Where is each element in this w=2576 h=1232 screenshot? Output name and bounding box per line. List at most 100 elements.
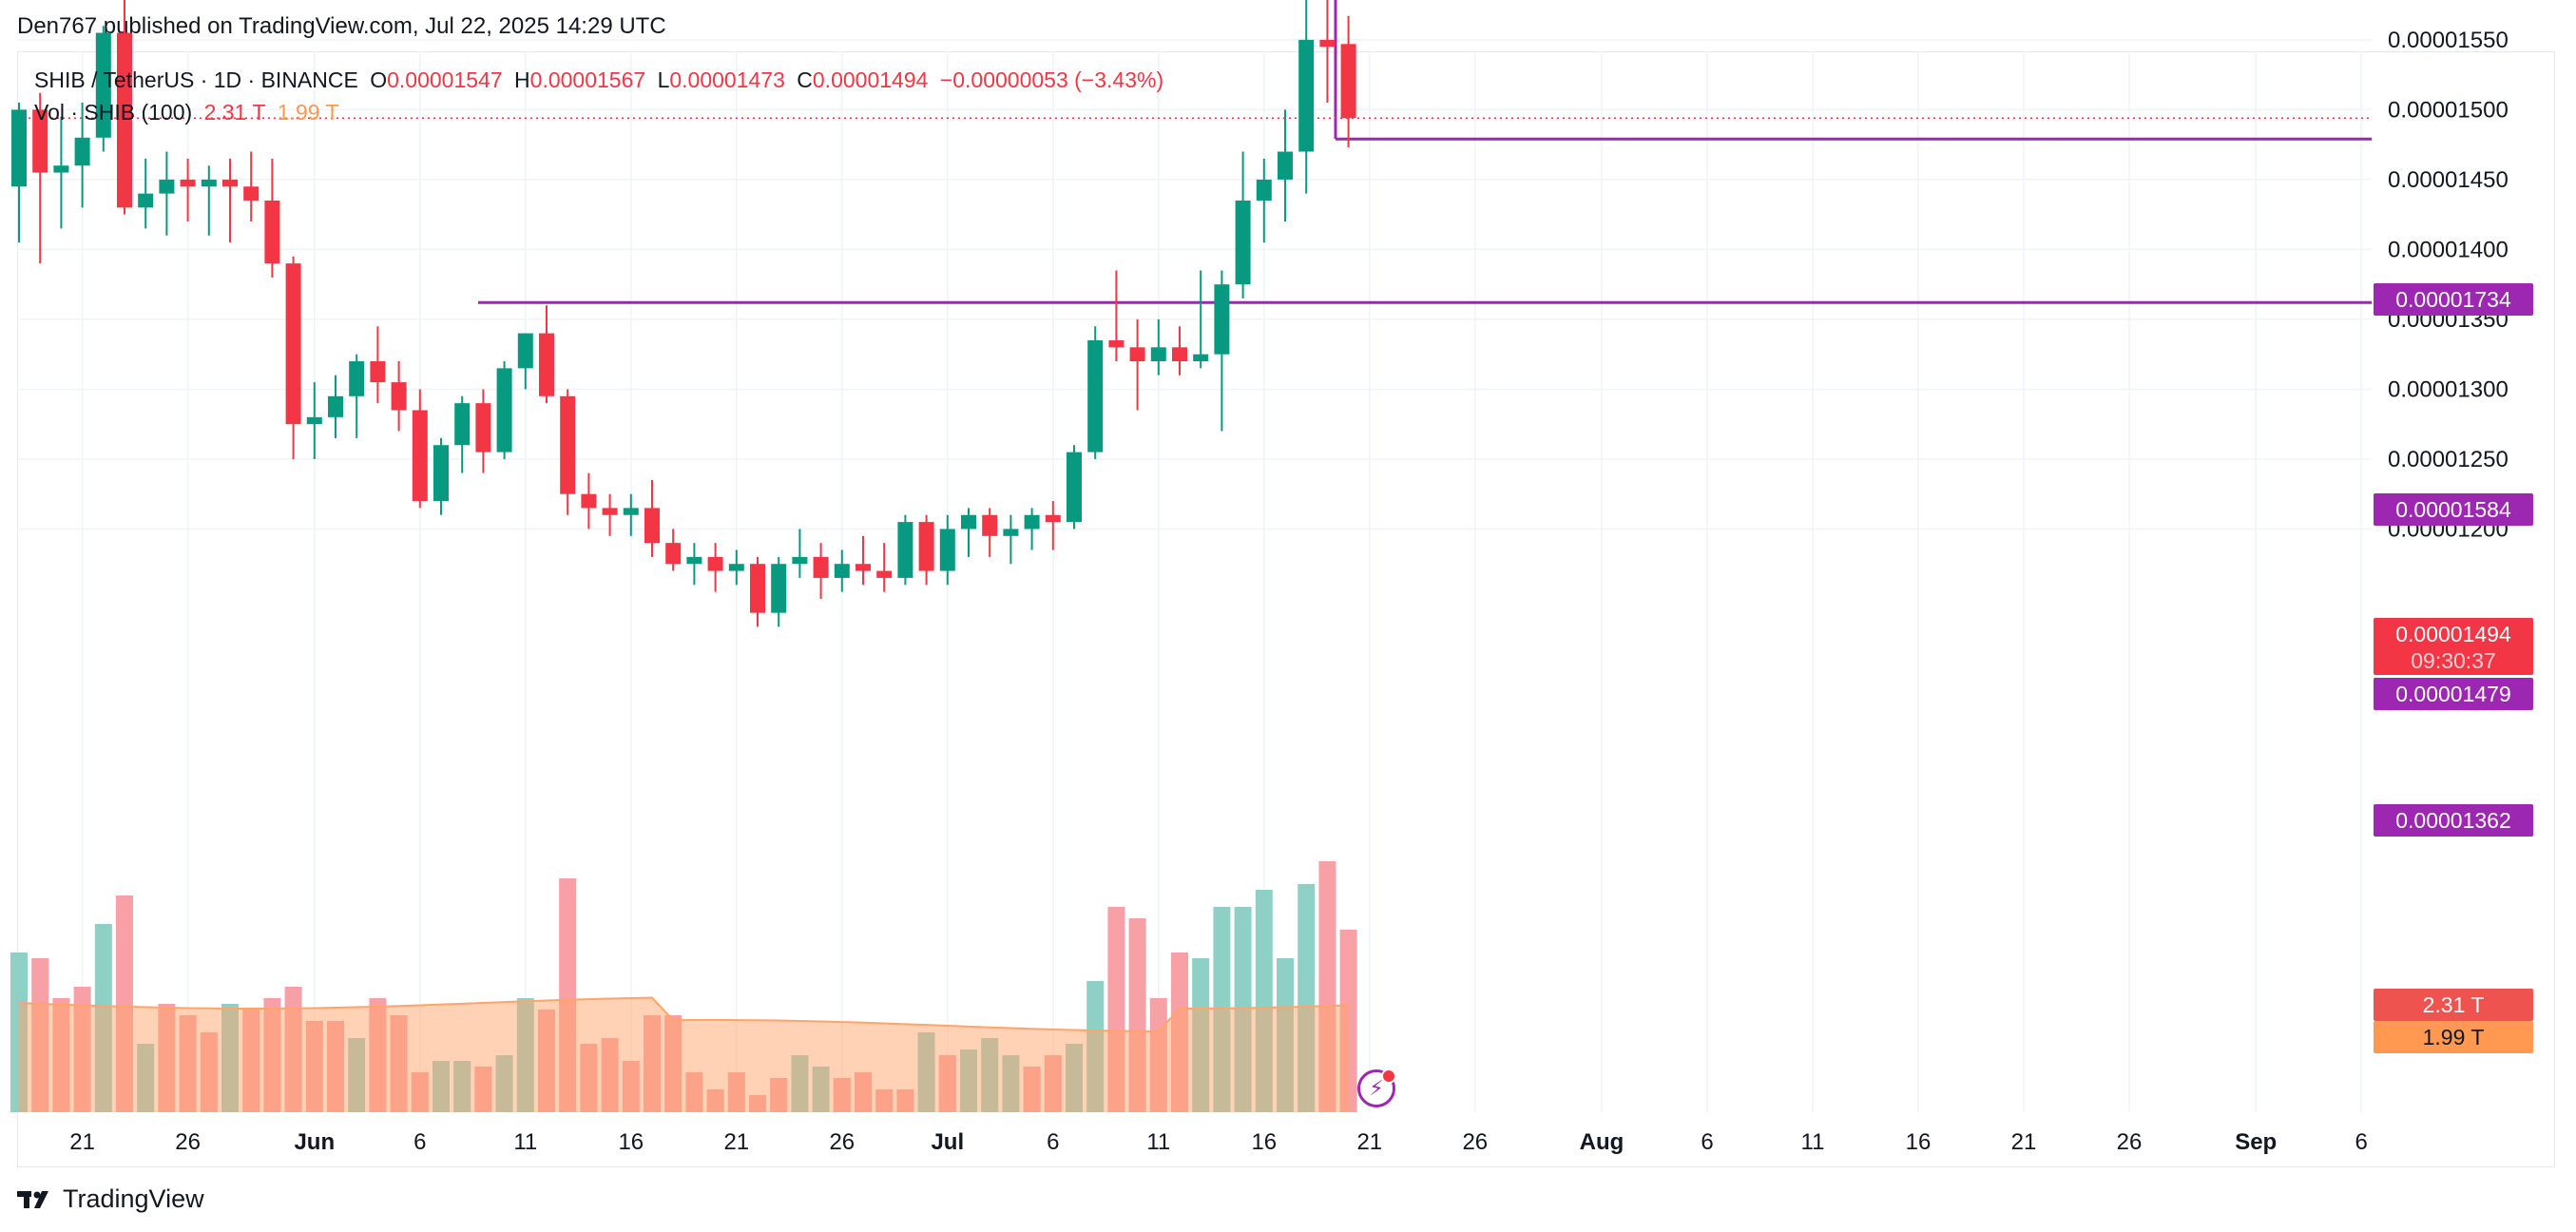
candle-body bbox=[475, 403, 491, 452]
candle-body bbox=[750, 564, 765, 613]
x-tick-label: 6 bbox=[413, 1129, 426, 1155]
candle-body bbox=[665, 543, 682, 565]
candle-body bbox=[32, 109, 48, 173]
volume-ma-value: 1.99 T bbox=[277, 100, 339, 125]
lightning-icon[interactable]: ⚡ bbox=[1357, 1068, 1396, 1107]
x-tick-label: 11 bbox=[1801, 1129, 1825, 1155]
candle-body bbox=[855, 564, 871, 571]
low-label: L bbox=[657, 67, 670, 92]
tradingview-footer: TradingView bbox=[17, 1184, 204, 1214]
x-tick-label: 21 bbox=[723, 1129, 749, 1155]
x-tick-label: 16 bbox=[618, 1129, 644, 1155]
candle-body bbox=[1278, 151, 1293, 180]
candle-body bbox=[644, 508, 660, 544]
candle-body bbox=[496, 368, 512, 452]
candle-body bbox=[1235, 200, 1251, 285]
volume-ma-badge: 1.99 T bbox=[2374, 1021, 2533, 1053]
volume-label[interactable]: Vol · SHIB (100) bbox=[34, 100, 193, 125]
candle-body bbox=[285, 263, 301, 425]
candle-body bbox=[1045, 514, 1061, 523]
candle-body bbox=[159, 179, 175, 194]
candle-body bbox=[517, 333, 533, 369]
candle-body bbox=[1108, 339, 1125, 348]
close-label: C bbox=[797, 67, 813, 92]
candle-body bbox=[897, 522, 913, 578]
candle-body bbox=[370, 361, 386, 383]
open-label: O bbox=[370, 67, 388, 92]
candle-body bbox=[686, 556, 702, 565]
candle-body bbox=[306, 416, 322, 425]
candle-body bbox=[95, 32, 111, 138]
x-tick-label: Jul bbox=[931, 1129, 964, 1155]
candle-body bbox=[180, 179, 196, 187]
candle-body bbox=[1024, 514, 1040, 529]
low-value: 0.00001473 bbox=[669, 67, 785, 92]
candle-body bbox=[201, 179, 217, 187]
candle-body bbox=[792, 556, 808, 565]
candle-body bbox=[728, 564, 744, 571]
volume-badge: 2.31 T bbox=[2374, 989, 2533, 1021]
symbol-label[interactable]: SHIB / TetherUS · 1D · BINANCE bbox=[34, 67, 358, 92]
candle-body bbox=[707, 556, 723, 571]
y-tick-label: 0.00001450 bbox=[2388, 167, 2509, 193]
candle-body bbox=[834, 564, 850, 578]
x-tick-label: 21 bbox=[1356, 1129, 1382, 1155]
candle-body bbox=[1214, 284, 1230, 355]
candle-body bbox=[813, 556, 829, 578]
x-tick-label: 16 bbox=[1251, 1129, 1277, 1155]
x-tick-label: 26 bbox=[829, 1129, 855, 1155]
candle-body bbox=[1340, 44, 1356, 119]
candle-body bbox=[11, 109, 27, 187]
volume-ma-line bbox=[18, 996, 1349, 1032]
high-value: 0.00001567 bbox=[529, 67, 646, 92]
current-price-badge: 0.00001494 09:30:37 bbox=[2374, 618, 2533, 675]
y-tick-label: 0.00001500 bbox=[2388, 97, 2509, 123]
candle-body bbox=[1150, 347, 1166, 362]
change-value: −0.00000053 (−3.43%) bbox=[939, 67, 1164, 92]
x-tick-label: 6 bbox=[1047, 1129, 1059, 1155]
candle-body bbox=[391, 382, 407, 411]
y-tick-label: 0.00001250 bbox=[2388, 447, 2509, 472]
candle-body bbox=[1193, 354, 1209, 362]
candle-body bbox=[454, 403, 471, 446]
level-badge-1479: 0.00001479 bbox=[2374, 678, 2533, 710]
candle-body bbox=[939, 529, 955, 571]
candle-body bbox=[1172, 347, 1187, 362]
candle-body bbox=[222, 179, 238, 187]
candle-body bbox=[1003, 529, 1019, 536]
level-badge-1362: 0.00001362 bbox=[2374, 804, 2533, 837]
x-tick-label: 26 bbox=[1462, 1129, 1488, 1155]
x-tick-label: 11 bbox=[1146, 1129, 1170, 1155]
candle-body bbox=[560, 395, 576, 494]
candle-body bbox=[117, 32, 132, 208]
candle-body bbox=[349, 361, 365, 396]
candle-body bbox=[771, 564, 787, 613]
y-tick-label: 0.00001550 bbox=[2388, 28, 2509, 53]
high-label: H bbox=[514, 67, 530, 92]
volume-ma-area bbox=[19, 997, 1349, 1112]
y-tick-label: 0.00001300 bbox=[2388, 376, 2509, 402]
ohlc-legend: SHIB / TetherUS · 1D · BINANCE O0.000015… bbox=[34, 67, 1169, 93]
level-badge-1584: 0.00001584 bbox=[2374, 493, 2533, 526]
candle-body bbox=[581, 493, 597, 509]
x-tick-label: 6 bbox=[2355, 1129, 2368, 1155]
chart-frame bbox=[17, 51, 2555, 1167]
candle-body bbox=[138, 193, 154, 208]
x-tick-label: 21 bbox=[2011, 1129, 2037, 1155]
candle-body bbox=[876, 570, 893, 578]
x-tick-label: 6 bbox=[1701, 1129, 1713, 1155]
bar-countdown: 09:30:37 bbox=[2411, 648, 2496, 673]
candle-body bbox=[74, 137, 90, 166]
volume-value: 2.31 T bbox=[203, 100, 266, 125]
candle-body bbox=[1129, 347, 1145, 362]
close-value: 0.00001494 bbox=[812, 67, 929, 92]
candle-body bbox=[918, 522, 934, 571]
open-value: 0.00001547 bbox=[387, 67, 503, 92]
candle-body bbox=[1319, 39, 1336, 48]
brand-name: TradingView bbox=[63, 1184, 204, 1213]
level-badge-1734: 0.00001734 bbox=[2374, 283, 2533, 316]
x-tick-label: Aug bbox=[1580, 1129, 1624, 1155]
candle-body bbox=[1256, 179, 1272, 201]
candle-body bbox=[328, 395, 343, 417]
